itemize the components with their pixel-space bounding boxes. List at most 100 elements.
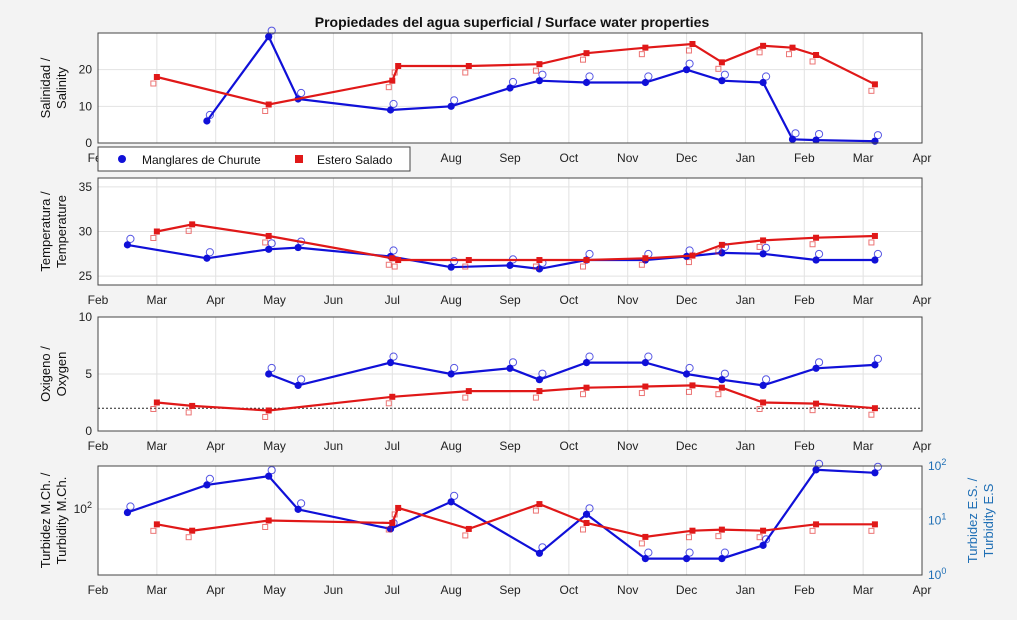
data-point-salado-replicate [580, 263, 587, 270]
data-point-churute [582, 78, 591, 87]
data-point-salado-replicate [385, 261, 392, 268]
data-point-salado-replicate [638, 261, 645, 268]
data-point-churute [447, 263, 455, 271]
data-point-salado-replicate [262, 239, 269, 246]
data-point-salado-replicate [385, 526, 392, 533]
data-point-churute-replicate [873, 354, 883, 363]
data-point-salado-replicate [150, 80, 157, 87]
data-point-salado-replicate [262, 524, 269, 530]
data-point-churute [447, 498, 455, 506]
y-axis-label: Turbidez M.Ch. /Turbidity M.Ch. [38, 472, 69, 568]
x-tick-label: Mar [147, 439, 168, 453]
data-point-churute [812, 256, 820, 264]
data-point-salado [536, 501, 543, 508]
x-tick-label: Nov [617, 439, 638, 453]
data-point-churute [682, 554, 691, 563]
x-tick-label: Aug [440, 439, 461, 453]
data-point-salado-replicate [185, 409, 192, 416]
data-point-churute [203, 254, 211, 262]
x-tick-label: Mar [147, 293, 168, 307]
x-tick-label: Jul [385, 293, 400, 307]
data-point-churute [447, 102, 455, 110]
data-point-churute [535, 376, 544, 384]
data-point-salado-replicate [809, 407, 816, 414]
data-point-churute [294, 243, 302, 252]
data-point-churute [203, 481, 211, 489]
data-point-salado [718, 526, 725, 533]
data-point-salado-replicate [756, 49, 763, 56]
data-point-churute [265, 370, 273, 378]
y-tick-label: 20 [79, 63, 93, 77]
data-point-churute [788, 135, 797, 143]
data-point-salado [389, 255, 396, 262]
data-point-churute [294, 381, 302, 389]
x-tick-label: Mar [853, 151, 874, 165]
data-point-churute-replicate [791, 129, 800, 138]
data-point-churute-replicate [538, 70, 547, 79]
data-point-churute [123, 508, 132, 517]
x-tick-label: Jan [736, 293, 755, 307]
data-point-salado-replicate [580, 391, 587, 398]
data-point-churute [386, 359, 395, 367]
legend-marker-salado [295, 155, 303, 163]
x-tick-label: Mar [853, 293, 874, 307]
data-point-salado-replicate [185, 534, 192, 541]
data-point-salado [153, 74, 160, 80]
data-point-churute-replicate [761, 375, 771, 384]
data-point-salado [189, 402, 196, 409]
data-point-salado-replicate [638, 540, 645, 547]
legend-frame [97, 146, 411, 172]
data-point-churute [535, 549, 544, 557]
data-point-churute-replicate [873, 249, 883, 259]
data-point-churute [759, 78, 767, 87]
data-point-churute [447, 370, 455, 378]
data-point-salado-replicate [391, 263, 398, 270]
data-point-salado-replicate [809, 58, 816, 65]
y-axis-label: Oxigeno /Oxygen [38, 346, 69, 402]
data-point-churute-replicate [205, 110, 214, 120]
x-tick-label: Jan [736, 439, 755, 453]
data-point-salado [718, 384, 725, 391]
x-tick-label: Dec [676, 151, 697, 165]
data-point-salado [153, 399, 160, 406]
panel-2: 25 30 35 Feb Mar Apr May Jun Jul Aug Sep Oct Nov Dec J… [38, 177, 931, 307]
data-point-churute-replicate [585, 352, 594, 361]
data-point-churute-replicate [761, 72, 771, 81]
data-point-churute-replicate [297, 88, 306, 98]
data-point-salado-replicate [580, 526, 587, 533]
x-tick-label: Nov [617, 583, 638, 597]
data-point-churute-replicate [585, 72, 594, 81]
data-point-salado [813, 234, 820, 241]
data-point-salado [389, 519, 396, 526]
x-tick-label: Mar [853, 583, 874, 597]
data-point-churute-replicate [685, 59, 694, 68]
series-line-salado [156, 502, 875, 539]
data-point-churute [265, 472, 273, 480]
data-point-salado-replicate [868, 527, 875, 534]
data-point-salado [813, 521, 820, 528]
data-point-churute-replicate [389, 99, 398, 109]
data-point-salado [465, 388, 472, 395]
data-point-churute-replicate [814, 249, 824, 259]
data-point-churute-replicate [644, 72, 653, 81]
data-point-churute [812, 466, 820, 474]
x-tick-label: Jun [324, 583, 343, 597]
data-point-salado [760, 237, 767, 244]
data-point-salado [465, 63, 472, 69]
data-point-churute-replicate [585, 504, 594, 513]
data-point-salado-replicate [638, 51, 645, 58]
data-point-churute [203, 117, 211, 125]
data-point-churute [123, 241, 132, 249]
x-tick-label: Feb [794, 151, 815, 165]
y-tick-label: 102 [74, 500, 92, 516]
data-point-salado-replicate [462, 69, 469, 76]
data-point-churute [265, 245, 273, 253]
data-point-salado [583, 384, 590, 391]
panel-1: 01020FebMarAprMayJunJulAugSepOctNovDecJa… [38, 26, 931, 165]
data-point-salado-replicate [462, 263, 469, 270]
x-tick-label: May [263, 439, 286, 453]
data-point-churute-replicate [126, 502, 135, 511]
x-tick-label: Feb [794, 583, 815, 597]
y-axis-label: Salinidad /Salinity [38, 57, 69, 118]
